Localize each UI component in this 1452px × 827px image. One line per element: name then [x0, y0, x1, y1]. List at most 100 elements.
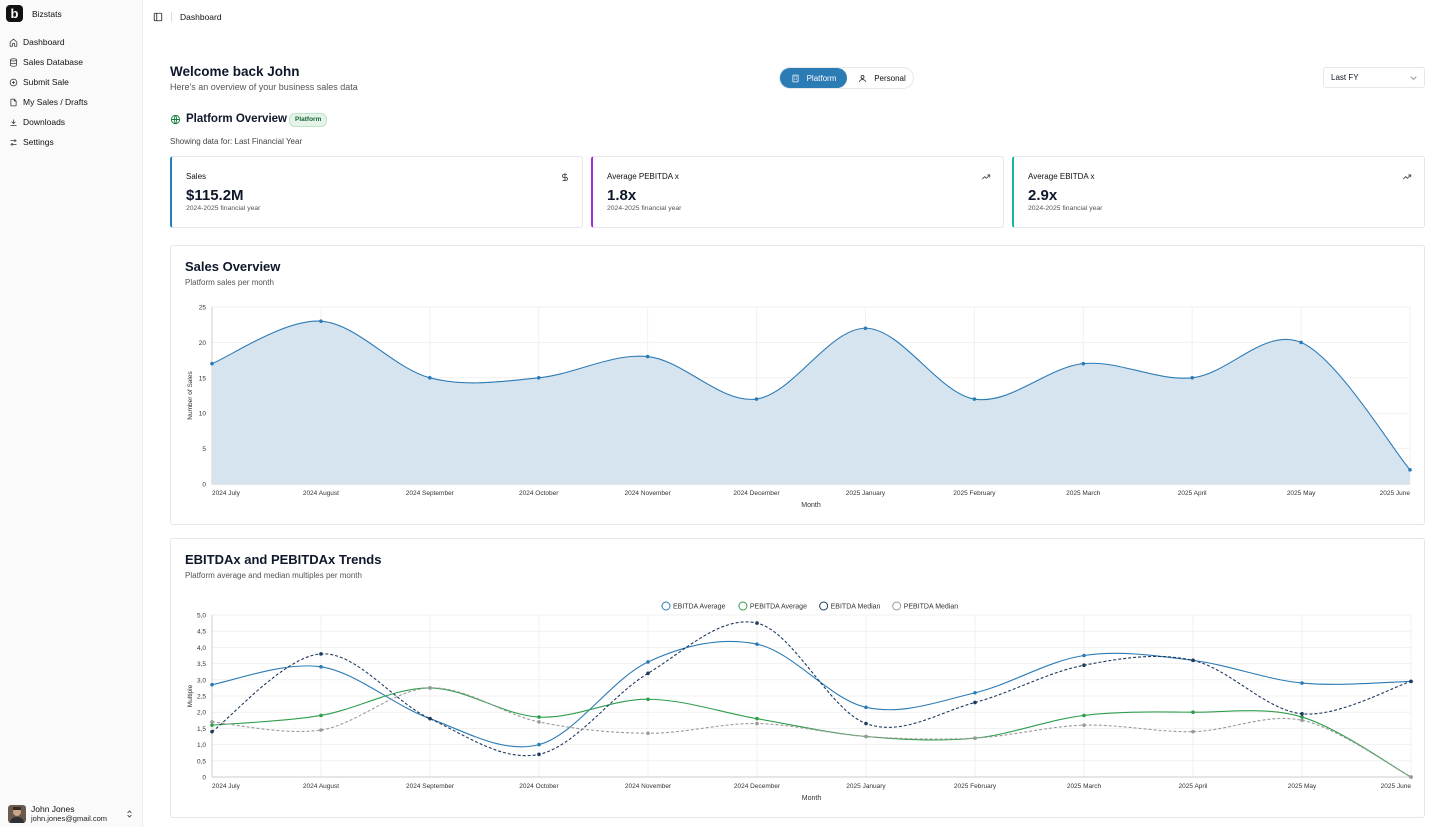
y-tick-label: 1,5 [197, 726, 206, 733]
data-point [1408, 468, 1412, 472]
sidebar-item-my-sales[interactable]: My Sales / Drafts [0, 92, 143, 112]
x-tick-label: 2025 May [1287, 490, 1316, 497]
y-tick-label: 5 [202, 446, 206, 453]
database-icon [10, 57, 17, 67]
sidebar-item-sales-database[interactable]: Sales Database [0, 52, 143, 72]
x-tick-label: 2025 April [1178, 490, 1207, 497]
x-tick-label: 2024 September [406, 783, 455, 790]
plus-circle-icon [9, 78, 18, 86]
sidebar-toggle-icon[interactable] [153, 12, 163, 22]
stat-subtext: 2024-2025 financial year [607, 205, 682, 212]
sidebar-item-downloads[interactable]: Downloads [0, 112, 143, 132]
personal-toggle-button[interactable]: Personal [852, 68, 912, 88]
sidebar-item-dashboard[interactable]: Dashboard [0, 32, 143, 52]
brand[interactable]: b Bizstats [6, 5, 62, 22]
brand-logo: b [6, 5, 23, 22]
building-icon [792, 74, 799, 82]
sidebar-nav: Dashboard Sales Database Submit Sale My … [0, 32, 143, 152]
period-select[interactable]: Last FY [1323, 67, 1425, 88]
x-tick-label: 2025 January [846, 490, 886, 497]
x-tick-label: 2025 January [846, 783, 886, 790]
y-axis-label: Number of Sales [187, 371, 194, 420]
data-point [1082, 653, 1086, 658]
platform-toggle-button[interactable]: Platform [780, 68, 847, 88]
stat-card-sales: Sales $115.2M 2024-2025 financial year [170, 156, 583, 228]
data-point [210, 361, 214, 366]
y-tick-label: 25 [199, 305, 207, 312]
user-info: John Jones john.jones@gmail.com [31, 804, 107, 824]
y-tick-label: 10 [199, 411, 207, 418]
y-tick-label: 4,5 [197, 629, 206, 636]
y-tick-label: 0,5 [197, 758, 206, 765]
sidebar-item-label: My Sales / Drafts [23, 97, 88, 107]
y-tick-label: 20 [199, 340, 207, 347]
sidebar-item-submit-sale[interactable]: Submit Sale [0, 72, 143, 92]
data-point [1299, 340, 1303, 345]
x-tick-label: 2025 June [1380, 490, 1411, 497]
trends-panel: EBITDAx and PEBITDAx Trends Platform ave… [170, 538, 1425, 818]
y-tick-label: 5,0 [197, 613, 206, 620]
legend-marker [738, 601, 748, 611]
stat-label: Average PEBITDA x [607, 172, 679, 181]
x-tick-label: 2025 May [1288, 783, 1317, 790]
file-icon [10, 98, 17, 106]
series-line [211, 687, 1412, 778]
view-toggle: Platform Personal [779, 67, 914, 89]
chart-grid [211, 614, 1412, 778]
globe-icon [170, 114, 181, 125]
showing-data-for: Showing data for: Last Financial Year [170, 137, 302, 146]
x-tick-label: 2024 October [519, 783, 559, 790]
sidebar-item-settings[interactable]: Settings [0, 132, 143, 152]
data-point [755, 721, 759, 726]
sidebar-item-label: Dashboard [23, 37, 65, 47]
series-line [211, 621, 1412, 757]
data-point [1082, 723, 1086, 727]
data-point [645, 354, 650, 359]
data-point [210, 723, 214, 727]
y-tick-label: 0 [202, 482, 206, 489]
x-tick-label: 2024 December [733, 490, 780, 497]
x-axis-label: Month [801, 502, 821, 509]
data-point [210, 729, 214, 734]
stat-card-ebitda: Average EBITDA x 2.9x 2024-2025 financia… [1012, 156, 1425, 228]
user-name: John Jones [31, 804, 75, 814]
breadcrumb: Dashboard [180, 12, 222, 22]
showing-prefix: Showing data for: [170, 137, 233, 146]
data-point [1300, 715, 1304, 719]
sales-overview-panel: Sales Overview Platform sales per month … [170, 245, 1425, 525]
stat-label: Sales [186, 172, 207, 181]
trending-up-icon [1402, 174, 1412, 180]
data-point [537, 720, 541, 724]
legend-label: PEBITDA Average [750, 604, 807, 611]
data-point [319, 728, 323, 732]
chart-legend: EBITDA Average PEBITDA Average EBITDA Medi… [661, 601, 959, 611]
data-point [864, 721, 868, 726]
showing-value: Last Financial Year [234, 137, 303, 146]
user-menu[interactable]: John Jones john.jones@gmail.com [8, 804, 136, 824]
x-tick-label: 2024 November [625, 490, 672, 497]
legend-label: PEBITDA Median [904, 604, 959, 611]
data-point [1191, 729, 1195, 734]
stat-subtext: 2024-2025 financial year [186, 205, 261, 212]
panel-subtitle: Platform sales per month [185, 278, 274, 287]
legend-marker [661, 601, 671, 611]
data-point [319, 652, 323, 656]
data-point [319, 713, 323, 718]
data-point [864, 734, 868, 739]
y-tick-label: 3,5 [197, 661, 206, 668]
data-point [755, 642, 759, 646]
series-line [211, 687, 1412, 778]
y-tick-label: 2,0 [197, 710, 206, 717]
legend-label: EBITDA Average [673, 604, 726, 611]
x-tick-label: 2024 December [734, 783, 781, 790]
platform-toggle-label: Platform [806, 73, 837, 83]
y-tick-label: 4,0 [197, 645, 206, 652]
data-point [973, 700, 977, 705]
sidebar-item-label: Submit Sale [23, 77, 69, 87]
sales-area-chart: 0 5 10 15 20 25 2024 July 2024 August 2024 Septe… [187, 305, 1412, 509]
x-tick-label: 2024 August [303, 783, 339, 790]
data-point [1082, 663, 1086, 668]
sidebar-item-label: Downloads [23, 117, 66, 127]
trending-up-icon [981, 174, 991, 180]
data-point [1409, 679, 1413, 684]
